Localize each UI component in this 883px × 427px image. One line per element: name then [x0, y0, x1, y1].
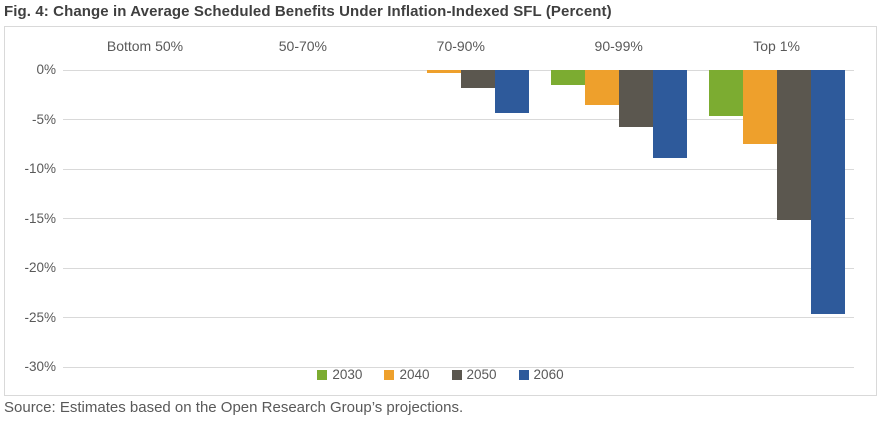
bar-2060-top-1: [810, 70, 845, 314]
bar-2040-90-99: [584, 70, 619, 105]
y-axis-tick-20: -20%: [24, 260, 56, 275]
bar-2040-70-90: [426, 70, 461, 73]
bar-2030-top-1: [708, 70, 743, 116]
source-note: Source: Estimates based on the Open Rese…: [4, 399, 464, 416]
bar-2030-90-99: [550, 70, 585, 85]
legend-item-2060: 2060: [518, 367, 564, 382]
legend-swatch-icon-2030: [317, 369, 328, 380]
legend-item-2040: 2040: [384, 367, 430, 382]
bar-2050-70-90: [460, 70, 495, 88]
x-axis-label-top-1: Top 1%: [753, 38, 800, 54]
legend-label-2060: 2060: [533, 367, 564, 382]
bar-2060-70-90: [494, 70, 529, 113]
y-axis-tick-30: -30%: [24, 359, 56, 374]
legend-label-2040: 2040: [399, 367, 430, 382]
y-axis-tick-25: -25%: [24, 309, 56, 325]
bar-2040-top-1: [742, 70, 777, 145]
y-axis-tick-15: -15%: [24, 210, 56, 226]
y-axis-tick-0: 0%: [36, 62, 56, 77]
x-axis-label-70-90: 70-90%: [436, 38, 485, 54]
legend-label-2050: 2050: [466, 367, 497, 382]
gridline-20: [63, 267, 854, 269]
gridline-30: [63, 366, 854, 368]
legend-label-2030: 2030: [332, 367, 363, 382]
gridline-10: [63, 168, 854, 170]
gridline-25: [63, 317, 854, 318]
legend-swatch-icon-2060: [518, 369, 529, 380]
gridline-5: [63, 119, 854, 120]
gridline-15: [63, 218, 854, 219]
legend-swatch-icon-2040: [384, 369, 395, 380]
chart-title: Fig. 4: Change in Average Scheduled Bene…: [4, 3, 612, 20]
y-axis-tick-5: -5%: [31, 111, 56, 127]
chart-area: Bottom 50% 50-70% 70-90% 90-99% Top 1% 0% -5%…: [4, 26, 877, 396]
x-axis-label-50-70: 50-70%: [278, 38, 328, 54]
y-axis-tick-10: -10%: [24, 161, 56, 176]
bar-2050-top-1: [776, 70, 811, 221]
legend-swatch-icon-2050: [451, 369, 462, 380]
bar-2060-90-99: [652, 70, 687, 159]
legend-item-2050: 2050: [451, 367, 497, 382]
x-axis-label-bottom-50: Bottom 50%: [106, 38, 184, 54]
chart-legend: 2030 2040 2050 2060: [5, 367, 876, 382]
bar-2050-90-99: [618, 70, 653, 128]
x-axis-label-90-99: 90-99%: [594, 38, 643, 54]
legend-item-2030: 2030: [317, 367, 362, 382]
